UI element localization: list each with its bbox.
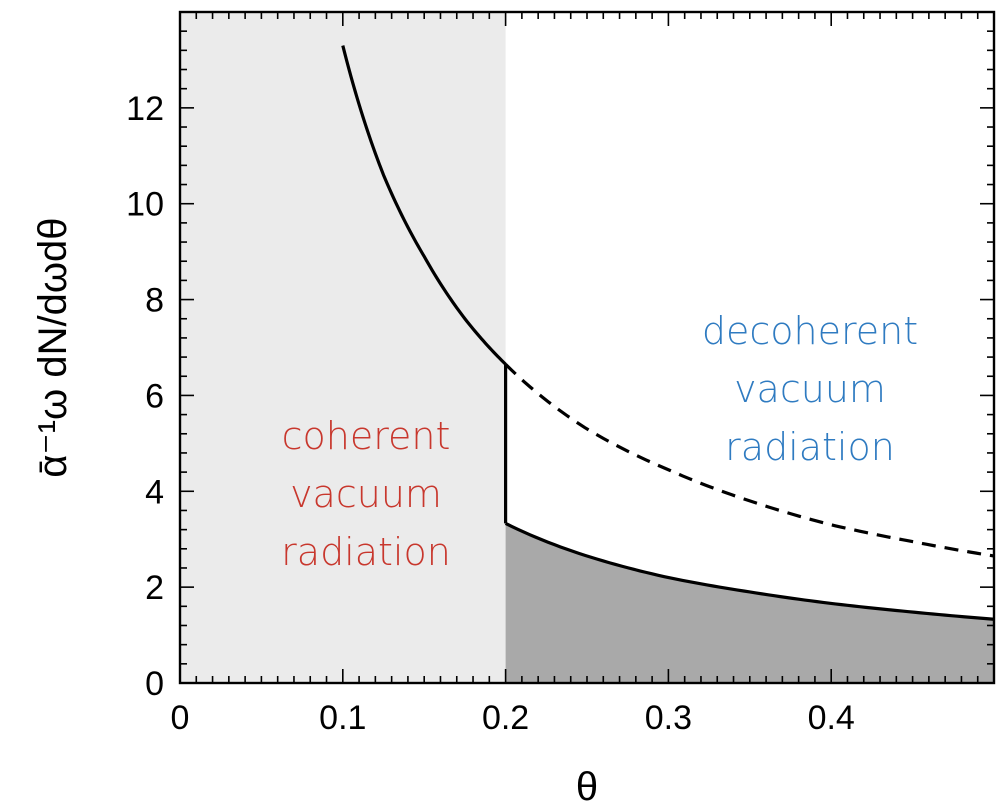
coherent-annotation-line-3: radiation	[281, 530, 451, 574]
series-1-solid-line	[341, 45, 507, 366]
fill-layer	[180, 12, 994, 683]
x-tick-label: 0.3	[645, 699, 692, 737]
y-tick-label: 4	[145, 473, 164, 511]
series-group	[341, 45, 994, 621]
y-tick-label: 8	[145, 282, 164, 320]
coherent-region-fill	[180, 12, 506, 683]
y-tick-label: 0	[145, 665, 164, 703]
y-tick-label: 6	[145, 377, 164, 415]
y-tick-label: 2	[145, 569, 164, 607]
x-tick-label: 0	[171, 699, 190, 737]
decoherent-annotation-line-3: radiation	[725, 425, 895, 469]
decoherent-region-fill	[505, 523, 994, 683]
axes-layer	[178, 10, 996, 685]
decoherent-annotation-line-2: vacuum	[734, 367, 886, 411]
coherent-annotation-line-2: vacuum	[290, 472, 442, 516]
x-tick-label: 0.1	[319, 699, 366, 737]
curve-layer	[341, 45, 994, 621]
series-2-dashed-line	[504, 363, 994, 558]
y-tick-label: 10	[126, 186, 164, 224]
coherent-annotation-line-1: coherent	[282, 414, 451, 458]
x-tick-label: 0.2	[482, 699, 529, 737]
label-layer: 0 0.1 0.2 0.3 0.4 0 2 4 6 8 10 12 θ ᾱ⁻¹ω dN/dωdθ coher…	[31, 90, 918, 809]
y-tick-label: 12	[126, 90, 164, 128]
x-tick-label: 0.4	[808, 699, 855, 737]
x-axis-title: θ	[576, 765, 598, 809]
decoherent-annotation-line-1: decoherent	[702, 309, 918, 353]
y-axis-title: ᾱ⁻¹ω dN/dωdθ	[31, 217, 75, 477]
series-3-solid-line	[504, 521, 994, 621]
